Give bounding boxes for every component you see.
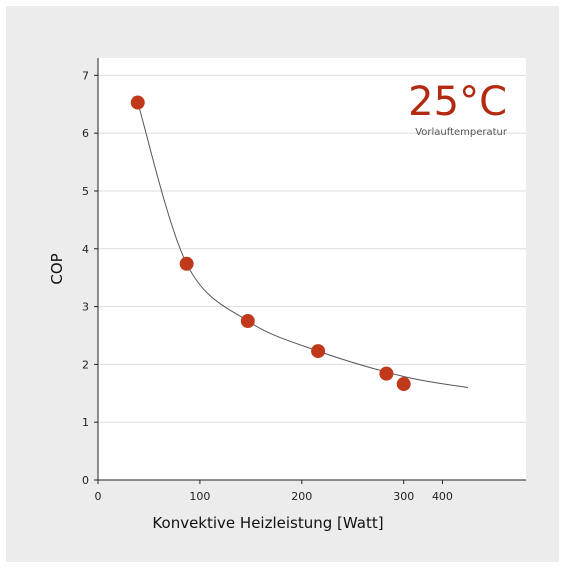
x-tick-label: 0 (95, 490, 102, 503)
temperature-annotation-caption: Vorlauftemperatur (415, 127, 508, 138)
data-point-3 (240, 314, 255, 329)
y-axis-ticks: 0 1 2 3 4 5 6 7 (82, 69, 98, 487)
data-points (130, 95, 411, 392)
x-tick-label: 200 (291, 490, 312, 503)
y-tick-label: 7 (82, 69, 89, 82)
x-tick-label: 300 (393, 490, 414, 503)
x-axis-ticks: 0 100 200 300 400 (95, 480, 453, 503)
y-tick-label: 3 (82, 301, 89, 314)
y-tick-label: 5 (82, 185, 89, 198)
y-tick-label: 6 (82, 127, 89, 140)
y-tick-label: 1 (82, 416, 89, 429)
y-axis-title: COP (48, 253, 66, 284)
data-point-2 (179, 256, 194, 271)
y-tick-label: 2 (82, 358, 89, 371)
data-point-6 (396, 377, 411, 392)
x-axis-title: Konvektive Heizleistung [Watt] (152, 514, 383, 532)
plot-area (98, 58, 526, 480)
data-point-5 (379, 366, 394, 381)
fit-curve-layer (137, 102, 468, 388)
temperature-annotation: 25°C (408, 79, 507, 125)
data-point-1 (130, 95, 145, 110)
x-tick-label: 400 (432, 490, 453, 503)
y-tick-label: 0 (82, 474, 89, 487)
y-tick-label: 4 (82, 243, 89, 256)
data-point-4 (311, 344, 326, 359)
x-tick-label: 100 (189, 490, 210, 503)
fit-curve (137, 102, 468, 388)
gridlines (98, 74, 526, 423)
